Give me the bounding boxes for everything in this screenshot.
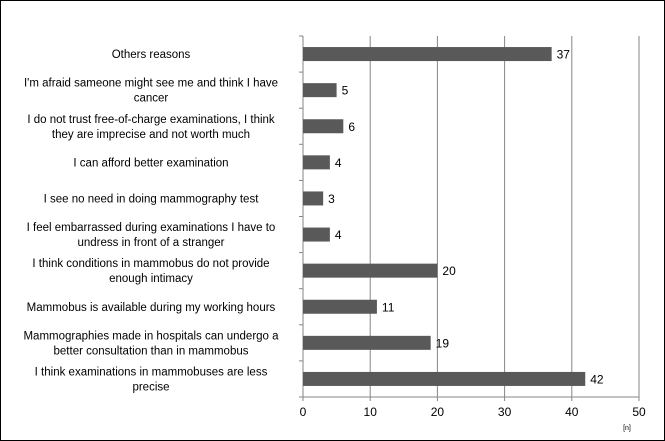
category-label: I think examinations in mammobuses are l… [35, 366, 268, 393]
category-label: I can afford better examination [73, 157, 228, 169]
bar [303, 335, 431, 350]
x-tick-label: 50 [632, 405, 646, 419]
category-label-line: I think conditions in mammobus do not pr… [32, 258, 269, 270]
category-label-line: cancer [134, 93, 169, 105]
category-label-line: enough intimacy [109, 273, 193, 285]
x-tick-label: 30 [498, 405, 512, 419]
data-label: 37 [557, 48, 571, 62]
category-label-line: I see no need in doing mammography test [44, 193, 260, 205]
category-label-line: I can afford better examination [73, 157, 228, 169]
category-label: Mammobus is available during my working … [27, 302, 276, 314]
data-label: 5 [342, 84, 349, 98]
category-label-line: Mammobus is available during my working … [27, 302, 276, 314]
x-tick-label: 0 [300, 405, 307, 419]
category-label: Others reasons [112, 49, 191, 61]
bar [303, 83, 337, 98]
category-label: Mammographies made in hospitals can unde… [23, 330, 279, 357]
category-label: I do not trust free-of-charge examinatio… [27, 114, 275, 141]
category-label-line: I do not trust free-of-charge examinatio… [27, 114, 275, 126]
data-label: 42 [590, 372, 604, 386]
category-label-line: I think examinations in mammobuses are l… [35, 366, 268, 378]
x-tick-label: 20 [431, 405, 445, 419]
bar [303, 155, 330, 170]
x-tick-label: 40 [565, 405, 579, 419]
data-label: 3 [328, 192, 335, 206]
bar [303, 371, 586, 386]
data-label: 19 [436, 336, 450, 350]
category-label-line: I'm afraid sameone might see me and thin… [24, 78, 278, 90]
data-label: 11 [382, 300, 395, 314]
bar [303, 299, 377, 314]
category-label-line: I feel embarrassed during examinations I… [27, 222, 276, 234]
category-label-line: better consultation than in mammobus [54, 345, 249, 357]
category-label-line: Others reasons [112, 49, 191, 61]
x-tick-label: 10 [364, 405, 378, 419]
category-label-line: undress in front of a stranger [77, 237, 224, 249]
bar [303, 191, 324, 206]
bar [303, 227, 330, 242]
category-label: I'm afraid sameone might see me and thin… [24, 78, 278, 105]
data-label: 4 [335, 156, 342, 170]
category-label: I see no need in doing mammography test [44, 193, 260, 205]
bar [303, 263, 438, 278]
bar [303, 119, 344, 134]
category-label: I feel embarrassed during examinations I… [27, 222, 276, 249]
category-label: I think conditions in mammobus do not pr… [32, 258, 269, 285]
bar [303, 47, 552, 62]
data-label: 6 [348, 120, 355, 134]
x-axis-unit-label: [n] [623, 425, 631, 432]
data-label: 20 [442, 264, 456, 278]
category-label-line: they are imprecise and not worth much [52, 129, 250, 141]
data-label: 4 [335, 228, 342, 242]
category-label-line: Mammographies made in hospitals can unde… [23, 330, 279, 342]
category-label-line: precise [132, 381, 169, 393]
